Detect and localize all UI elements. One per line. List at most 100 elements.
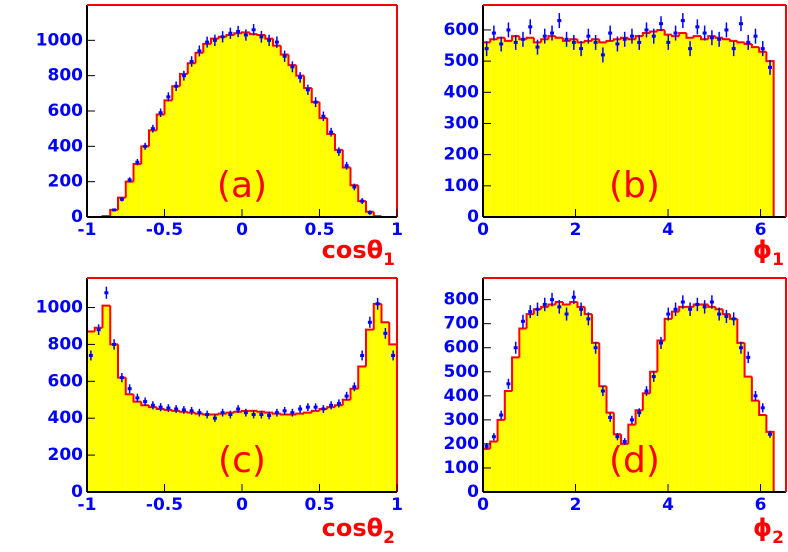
data-point xyxy=(680,13,685,29)
x-tick-label: -1 xyxy=(78,495,97,515)
point-marker xyxy=(189,60,194,64)
data-point xyxy=(520,314,525,328)
data-point xyxy=(321,111,326,122)
histogram-bar xyxy=(759,415,767,492)
histogram-outline xyxy=(707,304,716,308)
histogram-bar xyxy=(541,39,549,218)
data-point xyxy=(506,22,511,38)
data-point xyxy=(535,39,540,55)
histogram-bar xyxy=(102,305,111,492)
histogram-outline xyxy=(583,39,592,43)
histogram-outline xyxy=(233,32,242,36)
histogram-outline xyxy=(634,409,643,425)
y-tick-label: 0 xyxy=(71,207,83,227)
point-marker xyxy=(135,160,140,164)
histogram-outline xyxy=(598,342,607,388)
point-marker xyxy=(228,31,233,35)
data-point xyxy=(274,408,279,417)
data-point xyxy=(158,403,163,412)
histogram-outline xyxy=(326,406,335,409)
point-marker xyxy=(174,407,179,411)
histogram-outline xyxy=(678,32,687,37)
histogram-bar xyxy=(203,414,211,492)
histogram-bar xyxy=(296,413,304,492)
data-point xyxy=(119,197,124,202)
histogram-outline xyxy=(140,401,149,407)
point-marker xyxy=(104,291,109,295)
point-marker xyxy=(290,65,295,69)
point-marker xyxy=(571,40,576,44)
histogram-bar xyxy=(319,118,328,217)
point-marker xyxy=(267,38,272,42)
histogram-outline xyxy=(663,29,672,36)
histogram-bar xyxy=(195,413,204,492)
point-marker xyxy=(702,31,707,35)
point-marker xyxy=(629,34,634,38)
point-marker xyxy=(367,211,372,215)
histogram-outline xyxy=(576,302,585,308)
data-point xyxy=(267,34,272,46)
histogram-bar xyxy=(335,405,343,492)
histogram-outline xyxy=(310,409,320,413)
point-marker xyxy=(520,37,525,41)
data-point xyxy=(557,300,562,314)
x-axis-label: cosθ1 xyxy=(322,236,395,270)
data-point xyxy=(290,61,295,73)
point-marker xyxy=(298,407,303,411)
histogram-bar xyxy=(187,412,196,492)
data-point xyxy=(243,29,248,41)
point-marker xyxy=(360,199,365,203)
point-marker xyxy=(336,150,341,154)
point-marker xyxy=(236,30,241,33)
histogram-outline xyxy=(349,387,359,400)
histogram-bar xyxy=(621,37,629,218)
point-marker xyxy=(528,25,533,29)
histogram-bar xyxy=(381,322,390,492)
point-marker xyxy=(212,38,217,42)
histogram-bar xyxy=(118,197,126,217)
data-point xyxy=(571,34,576,50)
data-point xyxy=(651,371,656,382)
histogram-bar xyxy=(133,164,142,217)
histogram-bar xyxy=(519,328,527,492)
data-point xyxy=(738,341,743,354)
histogram-bar xyxy=(218,36,227,217)
histogram-outline xyxy=(318,102,328,120)
data-point xyxy=(305,84,310,95)
histogram-bar xyxy=(242,410,250,492)
data-point xyxy=(112,339,117,350)
point-marker xyxy=(746,355,751,359)
y-tick-label: 0 xyxy=(71,482,83,502)
histogram-outline xyxy=(148,129,157,147)
point-marker xyxy=(305,88,310,92)
point-marker xyxy=(352,385,357,389)
histogram-bar xyxy=(570,302,578,492)
data-point xyxy=(709,30,714,46)
point-marker xyxy=(637,411,642,415)
point-marker xyxy=(535,307,540,311)
x-tick-label: 0 xyxy=(236,220,248,240)
point-marker xyxy=(375,302,380,306)
panel-annotation: (a) xyxy=(217,165,267,206)
data-point xyxy=(367,316,372,328)
data-point xyxy=(274,36,279,48)
data-point xyxy=(564,31,569,47)
histogram-outline xyxy=(279,45,289,56)
histogram-bar xyxy=(708,306,716,492)
panel: 0 100 200 300 400 500 600 0 2 4 6 (b) ϕ1 xyxy=(444,4,787,270)
point-marker xyxy=(329,403,334,407)
histogram-outline xyxy=(612,412,622,436)
point-marker xyxy=(484,444,489,448)
histogram-outline xyxy=(326,118,335,135)
data-point xyxy=(205,410,210,419)
point-marker xyxy=(228,413,233,417)
point-marker xyxy=(243,411,248,415)
point-marker xyxy=(680,19,685,23)
data-point xyxy=(491,433,496,441)
data-point xyxy=(651,28,656,44)
data-point xyxy=(135,393,140,403)
histogram-outline xyxy=(503,390,513,420)
histogram-bar xyxy=(751,47,760,218)
point-marker xyxy=(768,65,773,69)
